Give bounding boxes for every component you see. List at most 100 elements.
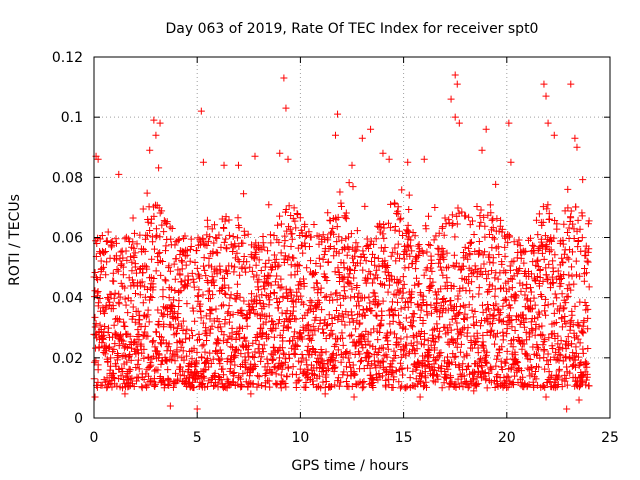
data-point xyxy=(329,350,337,358)
data-point xyxy=(354,243,362,251)
data-point xyxy=(297,292,305,300)
data-point xyxy=(177,287,185,295)
data-point xyxy=(281,379,289,387)
data-point xyxy=(478,146,486,154)
data-point xyxy=(439,247,447,255)
data-point xyxy=(397,305,405,313)
data-point xyxy=(355,289,363,297)
data-point xyxy=(575,362,583,370)
data-point xyxy=(434,375,442,383)
data-point xyxy=(398,186,406,194)
data-point xyxy=(468,217,476,225)
data-point xyxy=(475,250,483,258)
data-point xyxy=(110,321,118,329)
data-point xyxy=(335,233,343,241)
data-point xyxy=(549,344,557,352)
data-point xyxy=(122,342,130,350)
data-point xyxy=(299,354,307,362)
data-point xyxy=(255,276,263,284)
data-point xyxy=(391,223,399,230)
data-point xyxy=(206,310,214,318)
data-point xyxy=(534,381,542,389)
data-point xyxy=(573,377,581,385)
data-point xyxy=(190,344,198,352)
data-point xyxy=(474,380,482,388)
data-point xyxy=(501,243,509,251)
data-point xyxy=(366,270,374,278)
data-point xyxy=(202,312,210,320)
data-point xyxy=(352,381,360,389)
data-point xyxy=(368,279,376,287)
data-point xyxy=(113,382,121,390)
data-point xyxy=(493,215,501,223)
data-point xyxy=(406,252,414,260)
data-point xyxy=(334,110,342,118)
data-point xyxy=(390,347,398,355)
data-point xyxy=(489,319,497,327)
data-point xyxy=(263,279,271,287)
data-point xyxy=(570,235,578,243)
data-point xyxy=(380,224,388,232)
data-point xyxy=(391,330,399,338)
data-point xyxy=(170,308,178,316)
data-point xyxy=(103,258,111,266)
data-point xyxy=(527,318,535,326)
data-point xyxy=(484,300,492,308)
data-point xyxy=(266,290,274,298)
data-point xyxy=(206,287,214,295)
data-point xyxy=(378,357,386,365)
data-point xyxy=(396,359,404,367)
data-point xyxy=(580,317,588,325)
data-point xyxy=(208,273,216,281)
data-point xyxy=(102,248,110,256)
data-point xyxy=(459,325,467,333)
data-point xyxy=(265,312,273,320)
data-point xyxy=(360,377,368,385)
data-point xyxy=(338,317,346,325)
data-point xyxy=(544,275,552,283)
data-point xyxy=(542,271,550,279)
data-point xyxy=(168,224,176,232)
data-point xyxy=(308,298,316,306)
data-point xyxy=(303,264,311,272)
data-point xyxy=(531,368,539,376)
data-point xyxy=(394,210,402,218)
data-point xyxy=(200,262,208,270)
data-point xyxy=(122,301,130,309)
data-point xyxy=(323,367,331,375)
data-point xyxy=(255,340,263,348)
data-point xyxy=(534,343,542,351)
data-point xyxy=(386,224,394,232)
data-point xyxy=(207,376,215,384)
data-point xyxy=(559,240,567,248)
data-point xyxy=(565,224,573,232)
data-point xyxy=(152,380,160,388)
data-point xyxy=(172,255,180,263)
data-point xyxy=(460,372,468,380)
data-point xyxy=(470,387,478,395)
data-point xyxy=(94,155,102,163)
data-point xyxy=(286,225,294,233)
data-point xyxy=(420,357,428,365)
data-point xyxy=(171,241,179,249)
data-point xyxy=(420,341,428,349)
data-point xyxy=(543,276,551,284)
data-point xyxy=(459,301,467,309)
data-point xyxy=(478,363,486,371)
data-point xyxy=(305,228,313,236)
data-point xyxy=(435,245,443,253)
data-point xyxy=(374,349,382,357)
data-point xyxy=(303,322,311,330)
data-point xyxy=(406,374,414,382)
data-point xyxy=(195,335,203,343)
data-point xyxy=(468,270,476,278)
data-point xyxy=(374,254,382,262)
data-point xyxy=(234,234,242,242)
data-point xyxy=(95,343,103,351)
data-point xyxy=(210,276,218,284)
data-point xyxy=(172,369,180,377)
data-point xyxy=(331,363,339,371)
data-point xyxy=(222,213,230,221)
data-point xyxy=(247,360,255,368)
data-point xyxy=(568,362,576,370)
